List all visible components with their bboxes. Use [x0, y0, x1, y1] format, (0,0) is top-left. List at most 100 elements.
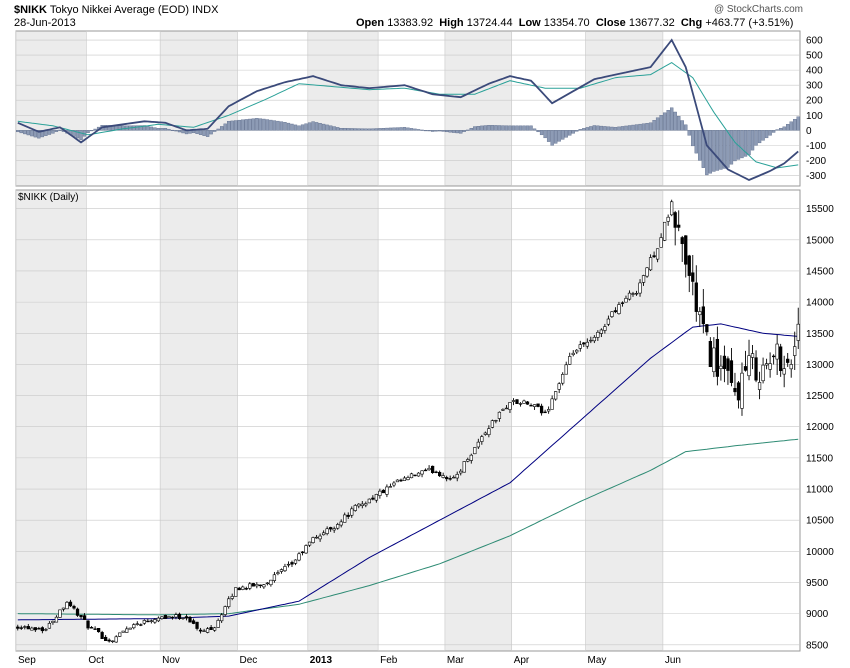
- macd-histogram-bar: [775, 129, 779, 131]
- candle-body: [796, 323, 800, 341]
- macd-histogram-bar: [441, 130, 445, 132]
- macd-histogram-bar: [262, 118, 266, 131]
- macd-histogram-bar: [300, 124, 305, 131]
- candle-body: [564, 364, 568, 375]
- candle-body: [663, 221, 667, 241]
- macd-histogram-bar: [89, 130, 94, 132]
- candle-body: [241, 586, 245, 590]
- macd-line: [17, 38, 799, 181]
- macd-histogram-bar: [578, 129, 582, 131]
- candle-body: [360, 503, 364, 506]
- candle-body: [670, 201, 674, 216]
- price-tick-label: 11500: [806, 453, 834, 464]
- candle-body: [255, 584, 259, 587]
- candle-body: [202, 630, 206, 632]
- macd-histogram-bar: [680, 120, 684, 131]
- candle-body: [283, 566, 287, 572]
- candle-body: [779, 346, 783, 372]
- macd-histogram-bar: [304, 123, 308, 131]
- candle-body: [86, 620, 90, 629]
- macd-histogram-bar: [705, 130, 709, 176]
- candle-body: [153, 619, 157, 623]
- macd-histogram-bar: [532, 128, 537, 131]
- macd-histogram-bar: [631, 124, 635, 131]
- macd-month-shade: [585, 31, 663, 186]
- macd-histogram-bar: [525, 125, 530, 131]
- candle-body: [603, 326, 607, 331]
- macd-histogram-bar: [673, 111, 677, 131]
- macd-histogram-bar: [156, 128, 161, 131]
- candle-body: [121, 630, 125, 633]
- candle-body: [364, 503, 368, 506]
- macd-histogram-bar: [670, 107, 674, 131]
- macd-histogram-bar: [613, 127, 618, 131]
- x-tick-label: Mar: [447, 655, 465, 666]
- macd-histogram-bar: [659, 115, 663, 131]
- macd-signal-line: [17, 62, 799, 169]
- macd-histogram-bar: [747, 130, 751, 156]
- macd-histogram-bar: [620, 126, 625, 131]
- macd-histogram-bar: [209, 130, 213, 135]
- macd-histogram-bar: [715, 130, 720, 171]
- macd-histogram-bar: [757, 130, 762, 144]
- candle-body: [300, 551, 305, 554]
- macd-histogram-bar: [571, 130, 575, 134]
- candle-body: [729, 360, 734, 383]
- candle-body: [388, 486, 393, 488]
- candle-body: [307, 541, 312, 546]
- macd-histogram-bar: [452, 130, 456, 133]
- x-tick-label: May: [588, 655, 607, 666]
- candle-body: [40, 627, 45, 632]
- macd-histogram-bar: [648, 122, 653, 131]
- candle-body: [195, 621, 199, 629]
- candle-body: [58, 609, 62, 618]
- candle-body: [793, 346, 797, 356]
- macd-histogram-bar: [518, 125, 523, 131]
- macd-histogram-bar: [219, 126, 224, 131]
- candle-body: [100, 632, 104, 639]
- candle-body: [473, 447, 477, 455]
- candle-body: [68, 601, 73, 607]
- macd-histogram-bar: [582, 128, 586, 131]
- price-tick-label: 15000: [806, 235, 834, 246]
- macd-histogram-bar: [761, 130, 765, 141]
- candle-body: [416, 472, 421, 477]
- macd-month-shade: [307, 31, 379, 186]
- macd-histogram-bar: [568, 130, 572, 136]
- x-tick-label: Nov: [162, 655, 180, 666]
- macd-histogram-bar: [54, 130, 59, 132]
- low-value: 13354.70: [543, 17, 590, 29]
- candle-body: [722, 355, 727, 370]
- candle-body: [476, 441, 480, 448]
- macd-histogram-bar: [592, 125, 597, 131]
- macd-histogram-bar: [564, 130, 568, 138]
- macd-histogram-bar: [135, 125, 139, 131]
- macd-histogram-bar: [314, 122, 319, 131]
- low-label: Low: [518, 17, 541, 29]
- candle-body: [420, 470, 424, 475]
- candle-body: [118, 632, 122, 637]
- candle-body: [438, 471, 442, 477]
- x-tick-label: Apr: [514, 655, 530, 666]
- candle-body: [33, 627, 37, 631]
- candle-body: [557, 383, 561, 390]
- macd-histogram-bar: [251, 118, 255, 131]
- macd-histogram-bar: [75, 130, 80, 139]
- candle-body: [156, 617, 161, 622]
- candle-body: [680, 237, 684, 245]
- candle-body: [624, 298, 628, 303]
- price-tick-label: 14500: [806, 266, 834, 277]
- macd-histogram-bar: [666, 110, 670, 131]
- candle-body: [543, 411, 547, 414]
- candle-body: [399, 479, 403, 482]
- macd-histogram-bar: [691, 130, 695, 147]
- x-tick-label: Feb: [380, 655, 398, 666]
- candle-body: [599, 329, 603, 334]
- macd-histogram-bar: [86, 130, 90, 134]
- candle-body: [272, 574, 277, 581]
- macd-histogram-bar: [684, 124, 688, 131]
- candle-body: [381, 489, 386, 494]
- candle-body: [631, 293, 635, 295]
- macd-histogram-bar: [722, 130, 727, 169]
- macd-histogram-bar: [234, 120, 238, 131]
